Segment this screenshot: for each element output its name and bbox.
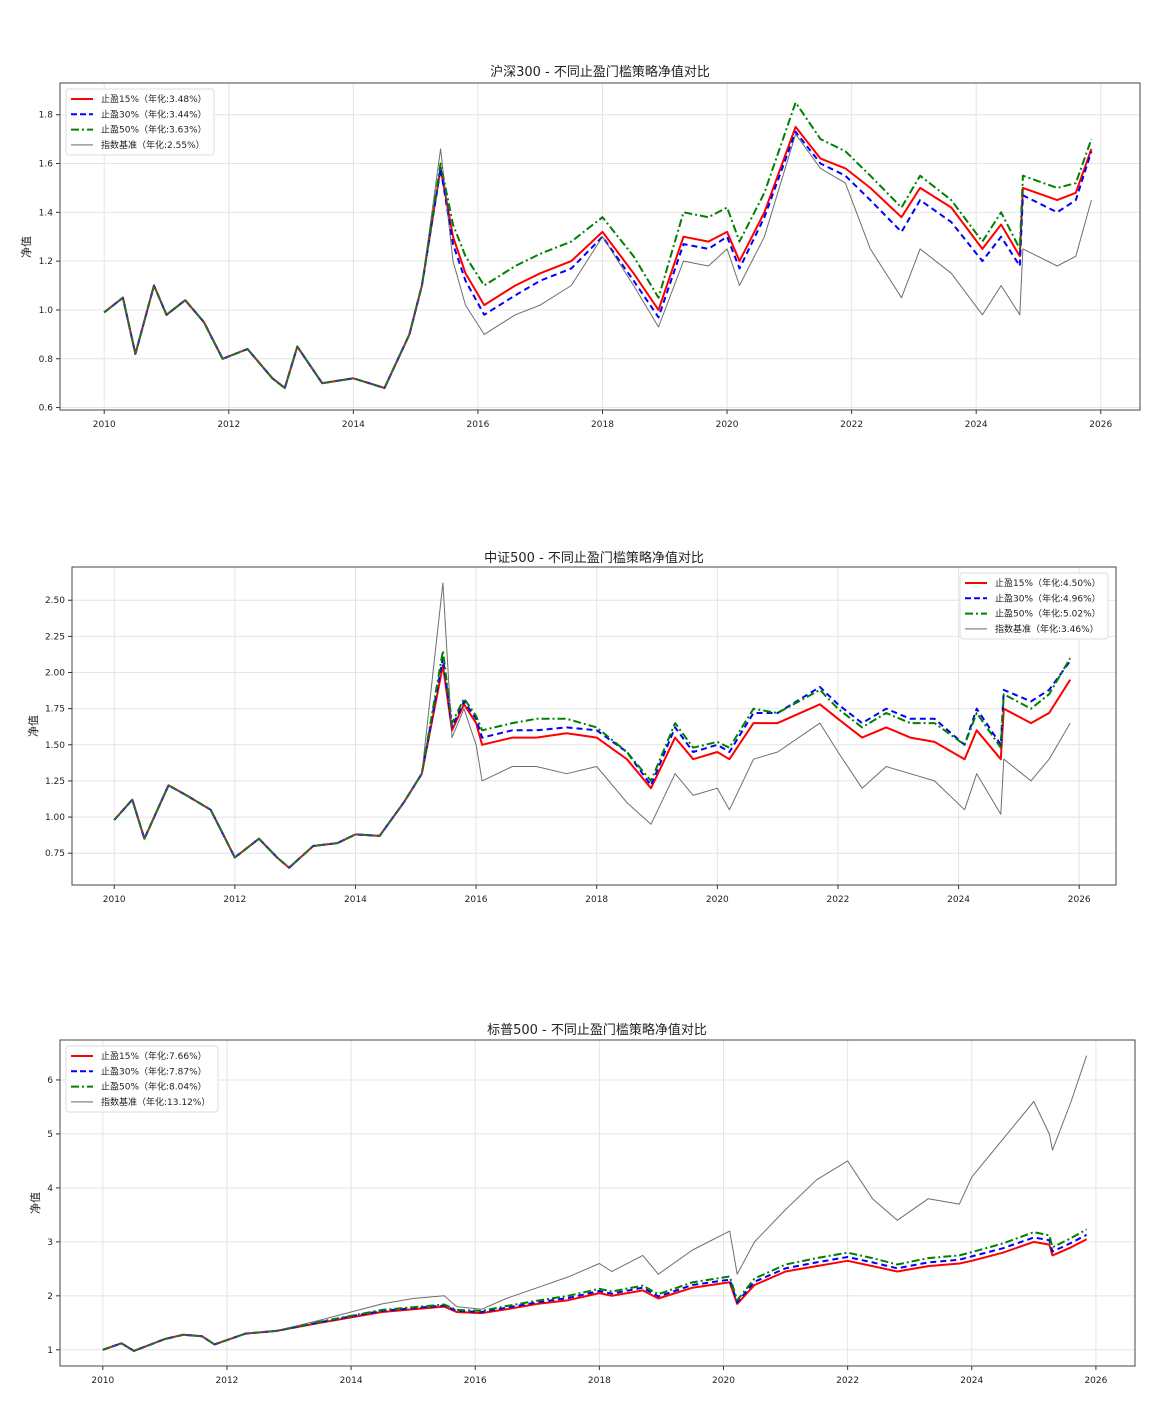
series-line-take-profit-15 xyxy=(102,1238,1088,1352)
y-tick-label: 0.75 xyxy=(45,849,65,859)
series-line-take-profit-15 xyxy=(103,125,1093,389)
chart-sp500: 标普500 - 不同止盈门槛策略净值对比 净值 2010 2012 2014 2016… xyxy=(28,1022,1136,1386)
y-tick-label: 1.2 xyxy=(39,257,53,267)
series-line-index-benchmark xyxy=(103,133,1092,389)
x-tick-label: 2014 xyxy=(344,895,367,905)
y-axis-label: 净值 xyxy=(26,715,40,737)
chart-csi300: 沪深300 - 不同止盈门槛策略净值对比 净值 2010 2012 2014 2016… xyxy=(19,64,1141,430)
y-tick-label: 1.25 xyxy=(45,777,65,787)
x-tick-label: 2018 xyxy=(588,1376,611,1386)
y-axis-label: 净值 xyxy=(19,236,33,258)
series-line-take-profit-50 xyxy=(102,1228,1088,1352)
series-line-take-profit-30 xyxy=(113,657,1072,869)
legend-label: 止盈50%（年化:5.02%） xyxy=(995,608,1101,620)
x-tick-label: 2020 xyxy=(716,420,739,430)
legend-label: 指数基准（年化:13.12%） xyxy=(101,1096,210,1108)
series-line-take-profit-15 xyxy=(113,664,1072,869)
x-tick-label: 2010 xyxy=(103,895,126,905)
legend-box xyxy=(65,88,215,156)
legend-label: 止盈50%（年化:3.63%） xyxy=(101,124,207,136)
y-tick-label: 6 xyxy=(47,1076,53,1086)
x-tick-label: 2022 xyxy=(840,420,863,430)
x-tick-label: 2020 xyxy=(712,1376,735,1386)
y-tick-label: 1.4 xyxy=(39,208,54,218)
y-tick-label: 4 xyxy=(47,1184,53,1194)
x-tick-label: 2024 xyxy=(947,895,970,905)
legend: 止盈15%（年化:7.66%） 止盈30%（年化:7.87%） 止盈50%（年化:8… xyxy=(65,1045,219,1113)
y-tick-label: 2.25 xyxy=(45,632,65,642)
x-tick-label: 2026 xyxy=(1068,895,1091,905)
legend-label: 止盈15%（年化:4.50%） xyxy=(995,577,1101,589)
series-line-take-profit-50 xyxy=(113,649,1072,869)
y-tick-label: 3 xyxy=(47,1238,53,1248)
legend-box xyxy=(65,1045,219,1113)
y-tick-label: 0.8 xyxy=(39,355,54,365)
y-axis-label: 净值 xyxy=(28,1192,42,1214)
plot-frame xyxy=(59,1039,1136,1367)
y-tick-label: 1.8 xyxy=(39,111,54,121)
chart-title: 沪深300 - 不同止盈门槛策略净值对比 xyxy=(490,64,710,80)
legend-box xyxy=(959,572,1109,640)
x-tick-label: 2016 xyxy=(465,895,488,905)
series-line-take-profit-50 xyxy=(103,101,1093,389)
x-tick-label: 2022 xyxy=(827,895,850,905)
plot-frame xyxy=(71,566,1117,886)
y-tick-label: 1.00 xyxy=(45,813,65,823)
y-tick-label: 1 xyxy=(47,1346,53,1356)
x-tick-label: 2018 xyxy=(585,895,608,905)
y-tick-label: 1.0 xyxy=(39,306,54,316)
x-tick-label: 2024 xyxy=(965,420,988,430)
x-tick-label: 2014 xyxy=(340,1376,363,1386)
y-tick-label: 0.6 xyxy=(39,404,54,414)
series-line-index-benchmark xyxy=(102,1055,1088,1352)
legend-label: 止盈15%（年化:3.48%） xyxy=(101,93,207,105)
chart-title: 中证500 - 不同止盈门槛策略净值对比 xyxy=(484,550,704,566)
chart-csi500: 中证500 - 不同止盈门槛策略净值对比 净值 2010 2012 2014 2016… xyxy=(26,550,1117,905)
legend-label: 止盈30%（年化:3.44%） xyxy=(101,108,207,120)
legend: 止盈15%（年化:4.50%） 止盈30%（年化:4.96%） 止盈50%（年化:5… xyxy=(959,572,1109,640)
x-tick-label: 2010 xyxy=(91,1376,114,1386)
x-tick-label: 2012 xyxy=(223,895,246,905)
x-tick-label: 2026 xyxy=(1089,420,1112,430)
y-tick-label: 2.00 xyxy=(45,669,65,679)
x-tick-label: 2020 xyxy=(706,895,729,905)
legend-label: 止盈15%（年化:7.66%） xyxy=(101,1050,207,1062)
legend-label: 指数基准（年化:3.46%） xyxy=(995,623,1099,635)
x-tick-label: 2012 xyxy=(216,1376,239,1386)
x-tick-label: 2016 xyxy=(464,1376,487,1386)
legend-label: 止盈30%（年化:4.96%） xyxy=(995,592,1101,604)
x-tick-label: 2010 xyxy=(93,420,116,430)
legend-label: 止盈50%（年化:8.04%） xyxy=(101,1081,207,1093)
x-tick-label: 2026 xyxy=(1084,1376,1107,1386)
legend: 止盈15%（年化:3.48%） 止盈30%（年化:3.44%） 止盈50%（年化:3… xyxy=(65,88,215,156)
x-tick-label: 2022 xyxy=(836,1376,859,1386)
x-tick-label: 2016 xyxy=(466,420,489,430)
legend-label: 止盈30%（年化:7.87%） xyxy=(101,1065,207,1077)
x-tick-label: 2014 xyxy=(342,420,365,430)
y-tick-label: 1.6 xyxy=(39,160,54,170)
plot-frame xyxy=(59,82,1141,411)
y-tick-label: 2.50 xyxy=(45,596,65,606)
y-tick-label: 1.75 xyxy=(45,705,65,715)
y-tick-label: 5 xyxy=(47,1130,53,1140)
x-tick-label: 2012 xyxy=(217,420,240,430)
chart-title: 标普500 - 不同止盈门槛策略净值对比 xyxy=(487,1022,707,1038)
y-tick-label: 1.50 xyxy=(45,741,65,751)
x-tick-label: 2024 xyxy=(960,1376,983,1386)
legend-label: 指数基准（年化:2.55%） xyxy=(101,139,205,151)
y-tick-label: 2 xyxy=(47,1292,53,1302)
series-line-take-profit-30 xyxy=(103,130,1093,389)
series-line-index-benchmark xyxy=(113,582,1071,869)
x-tick-label: 2018 xyxy=(591,420,614,430)
